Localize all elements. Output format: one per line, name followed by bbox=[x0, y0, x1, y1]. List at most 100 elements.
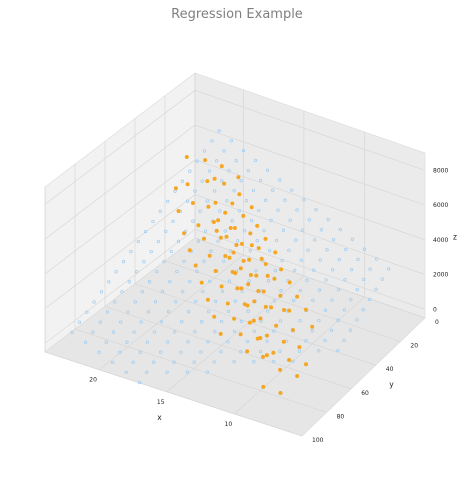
data-point bbox=[218, 235, 223, 240]
data-point bbox=[261, 289, 266, 294]
y-tick-label: 100 bbox=[312, 437, 324, 444]
data-point bbox=[263, 304, 268, 309]
plane-marker bbox=[166, 199, 170, 204]
plane-marker bbox=[70, 330, 74, 334]
data-point bbox=[249, 243, 254, 248]
data-point bbox=[239, 286, 244, 291]
plane-marker bbox=[187, 310, 191, 314]
plane-marker bbox=[274, 238, 279, 243]
plane-marker bbox=[246, 309, 250, 313]
plane-marker bbox=[278, 349, 282, 353]
plane-marker bbox=[317, 288, 322, 292]
fitted-plane bbox=[70, 129, 391, 385]
data-point bbox=[252, 299, 257, 304]
y-tick-label: 80 bbox=[337, 413, 345, 420]
data-point bbox=[236, 175, 241, 180]
data-point bbox=[255, 223, 260, 228]
plane-marker bbox=[124, 370, 128, 375]
z-tick-label: 4000 bbox=[433, 237, 448, 244]
plane-marker bbox=[323, 338, 327, 343]
data-point bbox=[211, 220, 216, 224]
plane-marker bbox=[266, 279, 271, 283]
data-point bbox=[185, 182, 190, 187]
plane-marker bbox=[325, 248, 329, 252]
plane-marker bbox=[336, 288, 341, 292]
y-tick-label: 20 bbox=[410, 343, 418, 350]
data-point bbox=[248, 273, 253, 277]
plane-marker bbox=[111, 330, 116, 334]
plane-marker bbox=[168, 279, 172, 284]
plane-marker bbox=[226, 340, 230, 344]
data-point bbox=[228, 226, 233, 230]
plane-marker bbox=[326, 217, 330, 222]
data-point bbox=[223, 210, 228, 215]
data-point bbox=[263, 236, 268, 241]
plane-marker bbox=[330, 298, 334, 302]
plane-marker bbox=[267, 248, 272, 253]
plane-marker bbox=[306, 248, 310, 252]
data-point bbox=[182, 231, 187, 236]
plane-marker bbox=[217, 129, 221, 133]
plane-marker bbox=[305, 278, 309, 282]
plane-marker bbox=[220, 289, 225, 293]
plane-marker bbox=[273, 268, 277, 273]
plane-marker bbox=[164, 229, 168, 234]
plane-marker bbox=[97, 350, 101, 354]
plane-marker bbox=[276, 208, 280, 212]
plane-marker bbox=[166, 340, 170, 344]
chart-title: Regression Example bbox=[171, 7, 303, 22]
x-tick-label: 20 bbox=[89, 377, 97, 384]
x-tick-label: 10 bbox=[225, 421, 233, 428]
data-point bbox=[238, 266, 243, 271]
plane-marker bbox=[174, 300, 178, 304]
plane-marker bbox=[196, 239, 201, 243]
plane-marker bbox=[220, 179, 224, 183]
data-point bbox=[218, 331, 223, 336]
data-point bbox=[230, 201, 235, 206]
plane-marker bbox=[131, 360, 135, 364]
plane-marker bbox=[265, 339, 269, 343]
plane-marker bbox=[239, 350, 243, 354]
plane-marker bbox=[265, 168, 270, 172]
plane-marker bbox=[205, 370, 210, 374]
data-point bbox=[203, 158, 208, 163]
plane-marker bbox=[99, 290, 104, 294]
data-point bbox=[212, 314, 217, 319]
plane-marker bbox=[280, 258, 284, 263]
plane-marker bbox=[244, 199, 249, 203]
plane-marker bbox=[298, 288, 303, 293]
plane-marker bbox=[219, 350, 223, 354]
grid-y-floor bbox=[44, 351, 303, 437]
plane-marker bbox=[299, 258, 303, 262]
data-point bbox=[241, 258, 246, 263]
plane-marker bbox=[258, 178, 263, 183]
plane-marker bbox=[200, 320, 204, 324]
data-point bbox=[190, 201, 195, 205]
data-point bbox=[232, 226, 237, 230]
plane-marker bbox=[166, 310, 171, 314]
plane-marker bbox=[213, 299, 218, 304]
plane-marker bbox=[208, 279, 212, 284]
plane-marker bbox=[182, 259, 186, 264]
plane-marker bbox=[290, 188, 294, 192]
plane-marker bbox=[237, 209, 241, 213]
plane-marker bbox=[229, 249, 233, 253]
data-point bbox=[238, 332, 243, 337]
plane-marker bbox=[329, 328, 334, 333]
plane-marker bbox=[136, 239, 140, 244]
plane-marker bbox=[278, 319, 283, 323]
plane-marker bbox=[145, 340, 150, 344]
plane-marker bbox=[269, 218, 273, 223]
grid-z bbox=[44, 124, 426, 240]
plane-marker bbox=[159, 350, 163, 354]
data-point bbox=[247, 257, 252, 262]
data-point bbox=[212, 176, 217, 181]
z-tick-label: 0 bbox=[433, 306, 437, 313]
data-point bbox=[255, 336, 260, 341]
plane-marker bbox=[195, 159, 199, 163]
plane-marker bbox=[368, 267, 372, 271]
data-point bbox=[216, 218, 221, 223]
plane-marker bbox=[349, 267, 354, 272]
data-points bbox=[173, 155, 315, 395]
plane-marker bbox=[105, 310, 110, 314]
